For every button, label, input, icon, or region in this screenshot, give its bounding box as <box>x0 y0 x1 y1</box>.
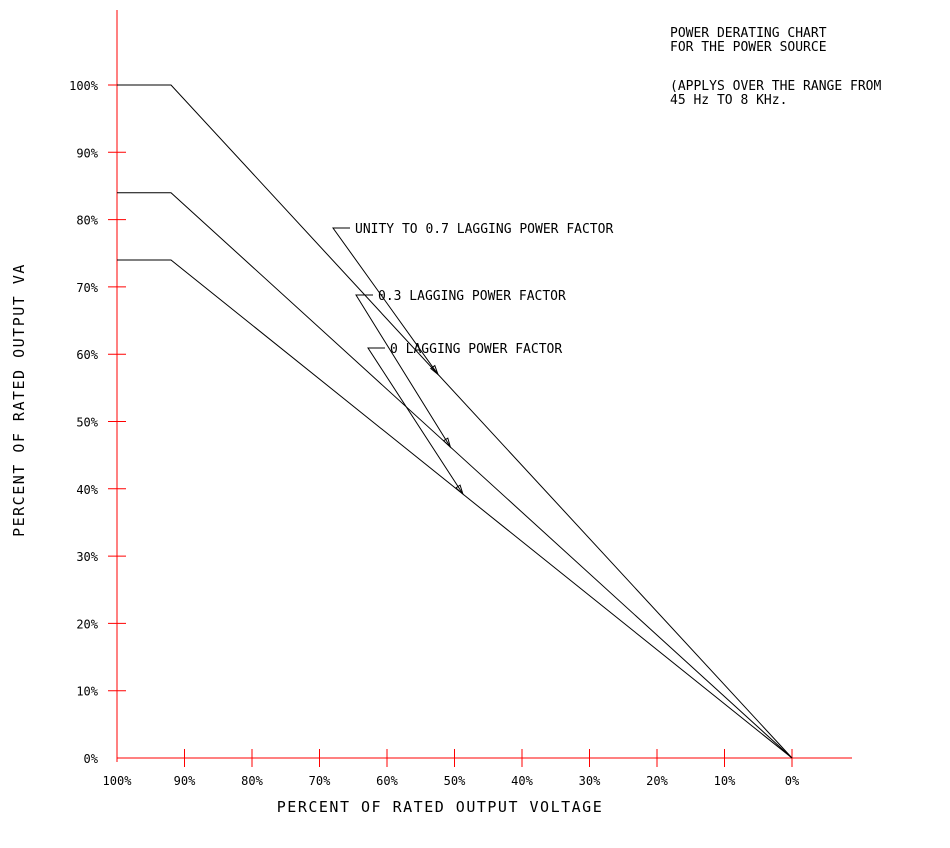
axes <box>116 10 852 762</box>
y-tick-label: 70% <box>76 281 98 295</box>
y-tick-label: 20% <box>76 617 98 631</box>
callout-leader <box>367 347 464 495</box>
callout-arrowhead <box>442 437 452 449</box>
y-tick-label: 10% <box>76 685 98 699</box>
x-tick-label: 90% <box>174 774 196 788</box>
y-axis-title: PERCENT OF RATED OUTPUT VA <box>10 263 28 537</box>
x-axis-title: PERCENT OF RATED OUTPUT VOLTAGE <box>277 798 603 816</box>
y-tick-label: 100% <box>69 79 99 93</box>
note-line-1: POWER DERATING CHART <box>670 26 827 41</box>
x-tick-label: 20% <box>646 774 668 788</box>
x-tick-label: 0% <box>785 774 800 788</box>
x-tick-label: 10% <box>714 774 736 788</box>
y-tick-label: 40% <box>76 483 98 497</box>
chart-notes: POWER DERATING CHART FOR THE POWER SOURC… <box>670 26 881 108</box>
series-lines <box>117 84 793 759</box>
y-tick-label: 60% <box>76 348 98 362</box>
y-tick-label: 0% <box>84 752 99 766</box>
callout-label: 0.3 LAGGING POWER FACTOR <box>378 289 566 304</box>
y-tick-label: 80% <box>76 214 98 228</box>
x-axis-ticks: 100% 90% 80% 70% 60% 50% 40% 30% 20% 10% 0% <box>103 749 800 788</box>
x-tick-label: 60% <box>376 774 398 788</box>
y-tick-label: 50% <box>76 416 98 430</box>
x-tick-label: 100% <box>103 774 133 788</box>
y-tick-label: 30% <box>76 550 98 564</box>
series-line-0-3-pf <box>117 192 793 759</box>
note-line-4: 45 Hz TO 8 KHz. <box>670 93 787 108</box>
callout-label: UNITY TO 0.7 LAGGING POWER FACTOR <box>355 222 613 237</box>
note-line-3: (APPLYS OVER THE RANGE FROM <box>670 79 881 94</box>
callout-leader <box>332 227 439 375</box>
callout-leader <box>355 294 451 448</box>
callout-label: 0 LAGGING POWER FACTOR <box>390 342 562 357</box>
x-tick-label: 40% <box>511 774 533 788</box>
callout-0-pf: 0 LAGGING POWER FACTOR <box>367 342 562 496</box>
callout-arrowhead <box>429 364 440 376</box>
callout-0-3-pf: 0.3 LAGGING POWER FACTOR <box>355 289 566 449</box>
series-line-unity-pf <box>117 84 793 759</box>
callouts: UNITY TO 0.7 LAGGING POWER FACTOR 0.3 LAG… <box>332 222 613 496</box>
series-line-0-pf <box>117 259 793 759</box>
y-tick-label: 90% <box>76 146 98 160</box>
x-tick-label: 50% <box>444 774 466 788</box>
callout-unity-pf: UNITY TO 0.7 LAGGING POWER FACTOR <box>332 222 613 376</box>
callout-arrowhead <box>455 484 464 496</box>
x-tick-label: 70% <box>309 774 331 788</box>
x-tick-label: 80% <box>241 774 263 788</box>
note-line-2: FOR THE POWER SOURCE <box>670 40 827 55</box>
x-tick-label: 30% <box>579 774 601 788</box>
y-axis-ticks: 0% 10% 20% 30% 40% 50% 60% 70% 80% 90% 100% <box>69 79 126 766</box>
